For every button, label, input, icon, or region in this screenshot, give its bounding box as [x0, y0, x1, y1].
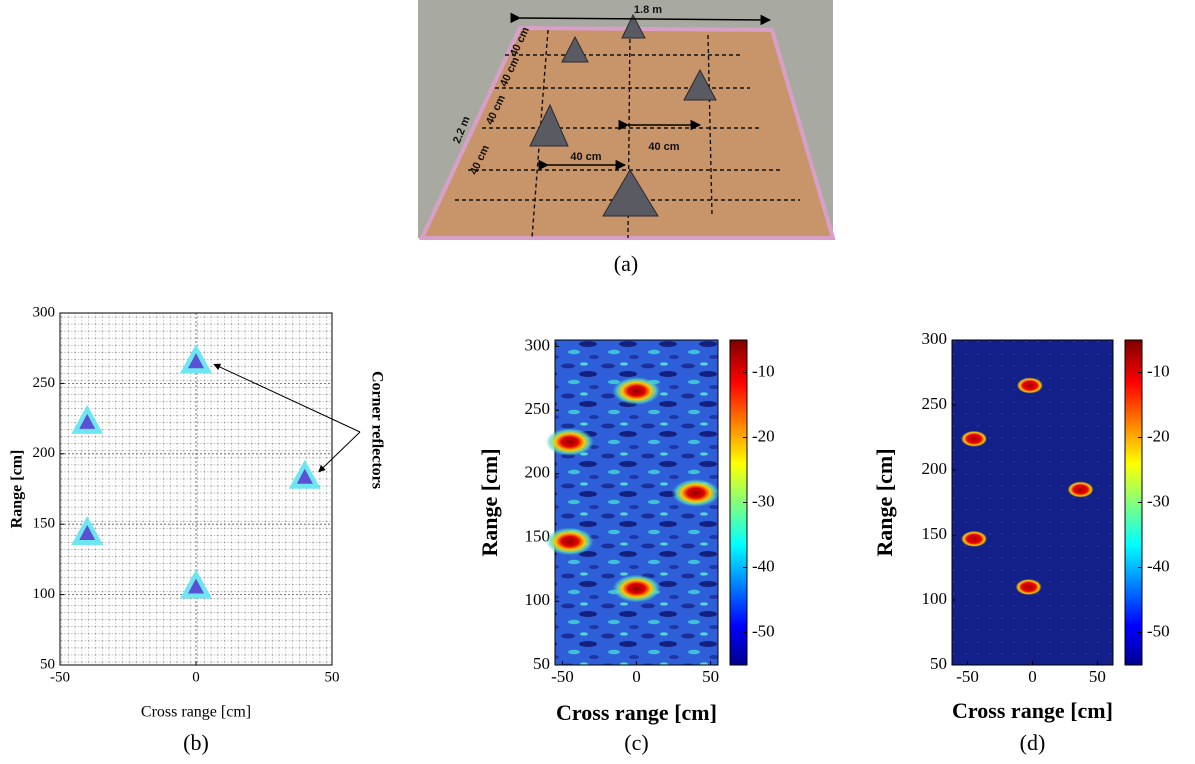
y-tick-label: 150	[33, 516, 56, 532]
x-tick-label: 0	[632, 667, 641, 686]
colorbar-tick-label: -20	[752, 426, 775, 445]
peak	[613, 377, 661, 405]
colorbar-tick-label: -30	[1147, 491, 1170, 510]
y-axis-label: Range [cm]	[872, 448, 897, 556]
y-tick-label: 50	[533, 654, 550, 673]
x-tick-label: -50	[956, 667, 979, 686]
colorbar-tick-label: -40	[752, 556, 775, 575]
caption: (c)	[624, 730, 648, 755]
x-axis-label: Cross range [cm]	[556, 700, 717, 725]
peak	[961, 431, 987, 447]
y-tick-label: 200	[525, 463, 551, 482]
x-tick-label: -50	[551, 667, 574, 686]
peak	[613, 575, 661, 603]
y-axis-label: Range [cm]	[9, 450, 26, 529]
y-tick-label: 200	[922, 459, 948, 478]
peak	[546, 527, 594, 555]
y-tick-label: 250	[922, 394, 948, 413]
colorbar-tick-label: -10	[1147, 361, 1170, 380]
peak	[961, 531, 987, 547]
y-tick-label: 100	[525, 590, 551, 609]
x-axis-label: Cross range [cm]	[141, 704, 251, 721]
caption: (b)	[183, 730, 209, 755]
x-tick-label: 50	[702, 667, 719, 686]
photo-label: 40 cm	[648, 141, 679, 153]
peak	[546, 428, 594, 456]
peak	[1016, 579, 1042, 595]
colorbar-tick-label: -40	[1147, 556, 1170, 575]
page: 1.8 m 2.2 m 40 cm 40 cm 40 cm 40 cm 40 c…	[0, 0, 1195, 764]
peak	[1068, 482, 1094, 498]
y-tick-label: 50	[930, 654, 947, 673]
figure: 1.8 m 2.2 m 40 cm 40 cm 40 cm 40 cm 40 c…	[0, 0, 1195, 764]
colorbar-tick-label: -20	[1147, 426, 1170, 445]
colorbar-tick-label: -10	[752, 361, 775, 380]
caption: (d)	[1020, 730, 1046, 755]
y-tick-label: 100	[922, 589, 948, 608]
photo-label: 40 cm	[570, 151, 601, 163]
y-tick-label: 300	[33, 304, 56, 320]
photo: 1.8 m 2.2 m 40 cm 40 cm 40 cm 40 cm 40 c…	[418, 0, 833, 238]
y-tick-label: 300	[922, 329, 948, 348]
y-tick-label: 150	[922, 524, 948, 543]
x-tick-label: 0	[1028, 667, 1037, 686]
colorbar-tick-label: -30	[752, 491, 775, 510]
annotation: Corner reflectors	[368, 371, 385, 489]
y-axis-label: Range [cm]	[477, 448, 502, 556]
y-tick-label: 300	[525, 335, 551, 354]
y-tick-label: 200	[33, 445, 56, 461]
caption: (a)	[614, 251, 638, 276]
photo-label: 1.8 m	[634, 4, 662, 16]
x-tick-label: 50	[1089, 667, 1106, 686]
y-tick-label: 250	[525, 399, 551, 418]
peak	[1017, 378, 1043, 394]
y-tick-label: 50	[40, 656, 55, 672]
x-axis-label: Cross range [cm]	[952, 698, 1113, 723]
x-tick-label: 0	[192, 669, 200, 685]
colorbar-tick-label: -50	[1147, 621, 1170, 640]
y-tick-label: 250	[33, 375, 56, 391]
peak	[672, 479, 720, 507]
x-tick-label: 50	[325, 669, 340, 685]
colorbar-tick-label: -50	[752, 621, 775, 640]
y-tick-label: 100	[33, 586, 56, 602]
